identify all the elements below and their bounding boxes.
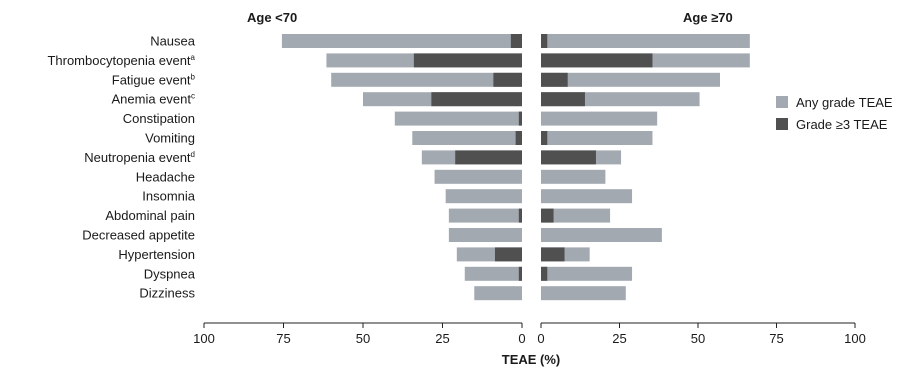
bar-grade3-under-70 — [455, 150, 522, 165]
footnote-marker: a — [191, 53, 196, 62]
bar-any-grade-under-70 — [394, 111, 522, 126]
category-label: Headache — [136, 169, 195, 184]
panel-age-70-plus: Age ≥70 0 25 50 75 100 — [537, 10, 865, 346]
bar-grade3-under-70 — [515, 131, 522, 145]
bar-any-grade-70-plus — [541, 189, 633, 204]
bar-grade3-70-plus — [541, 150, 596, 165]
category-label: Dyspnea — [144, 266, 196, 281]
x-tick-label: 25 — [435, 331, 449, 346]
bar-grade3-under-70 — [510, 34, 522, 48]
legend-swatch — [776, 118, 788, 130]
bar-grade3-under-70 — [413, 53, 522, 68]
bar-grade3-70-plus — [541, 247, 565, 262]
bar-any-grade-70-plus — [541, 131, 653, 145]
footnote-marker: c — [191, 92, 195, 101]
x-tick-label: 75 — [276, 331, 290, 346]
x-axis-label: TEAE (%) — [502, 352, 561, 367]
bar-any-grade-70-plus — [541, 169, 606, 184]
bar-any-grade-under-70 — [331, 72, 522, 87]
category-label: Decreased appetite — [82, 228, 195, 243]
legend-label: Grade ≥3 TEAE — [796, 117, 888, 132]
bar-any-grade-under-70 — [412, 131, 522, 145]
panel-title-under-70: Age <70 — [247, 10, 297, 25]
footnote-marker: b — [191, 72, 196, 81]
bar-any-grade-70-plus — [541, 266, 633, 281]
category-label: Anemia eventc — [112, 92, 196, 107]
category-label: Abdominal pain — [105, 208, 195, 223]
panel-age-under-70: Age <70 100 75 50 25 0 — [193, 10, 525, 346]
bar-any-grade-under-70 — [448, 228, 522, 242]
bar-grade3-70-plus — [541, 72, 568, 87]
x-tick-label: 100 — [844, 331, 866, 346]
bar-any-grade-under-70 — [474, 286, 522, 301]
bar-grade3-under-70 — [494, 247, 522, 262]
bar-grade3-70-plus — [541, 34, 548, 48]
footnote-marker: d — [191, 150, 195, 159]
category-label: Fatigue eventb — [112, 72, 196, 87]
category-label: Insomnia — [142, 189, 196, 204]
category-labels: Nausea Thrombocytopenia eventa Fatigue eve… — [47, 34, 195, 301]
bar-grade3-70-plus — [541, 266, 548, 281]
category-label: Neutropenia eventd — [84, 150, 195, 165]
bar-any-grade-70-plus — [541, 34, 750, 48]
bar-grade3-70-plus — [541, 131, 548, 145]
category-label: Hypertension — [118, 247, 195, 262]
legend-label: Any grade TEAE — [796, 95, 893, 110]
x-tick-label: 50 — [356, 331, 370, 346]
category-label: Thrombocytopenia eventa — [47, 53, 195, 68]
bar-any-grade-70-plus — [541, 111, 658, 126]
bar-any-grade-70-plus — [541, 286, 626, 301]
x-tick-label: 75 — [769, 331, 783, 346]
bar-grade3-70-plus — [541, 53, 653, 68]
x-tick-label: 0 — [518, 331, 525, 346]
bar-grade3-under-70 — [518, 111, 522, 126]
x-tick-label: 100 — [193, 331, 215, 346]
bar-any-grade-under-70 — [434, 169, 522, 184]
x-tick-label: 50 — [691, 331, 705, 346]
category-label: Vomiting — [145, 131, 195, 146]
bar-any-grade-under-70 — [448, 208, 522, 223]
bar-any-grade-70-plus — [541, 228, 662, 242]
bar-grade3-under-70 — [518, 208, 522, 223]
bar-any-grade-under-70 — [464, 266, 522, 281]
bar-grade3-70-plus — [541, 208, 554, 223]
bar-any-grade-70-plus — [541, 72, 720, 87]
category-label: Constipation — [123, 111, 195, 126]
category-label: Dizziness — [139, 286, 195, 301]
bar-grade3-70-plus — [541, 92, 585, 107]
bar-any-grade-70-plus — [541, 208, 611, 223]
legend: Any grade TEAE Grade ≥3 TEAE — [776, 95, 893, 132]
bar-grade3-under-70 — [518, 266, 522, 281]
x-tick-label: 0 — [537, 331, 544, 346]
panel-title-70-plus: Age ≥70 — [683, 10, 733, 25]
category-label: Nausea — [150, 34, 196, 49]
bar-any-grade-under-70 — [445, 189, 522, 204]
bar-grade3-under-70 — [431, 92, 522, 107]
legend-swatch — [776, 96, 788, 108]
bar-grade3-under-70 — [493, 72, 522, 87]
bar-any-grade-under-70 — [281, 34, 522, 48]
x-tick-label: 25 — [612, 331, 626, 346]
